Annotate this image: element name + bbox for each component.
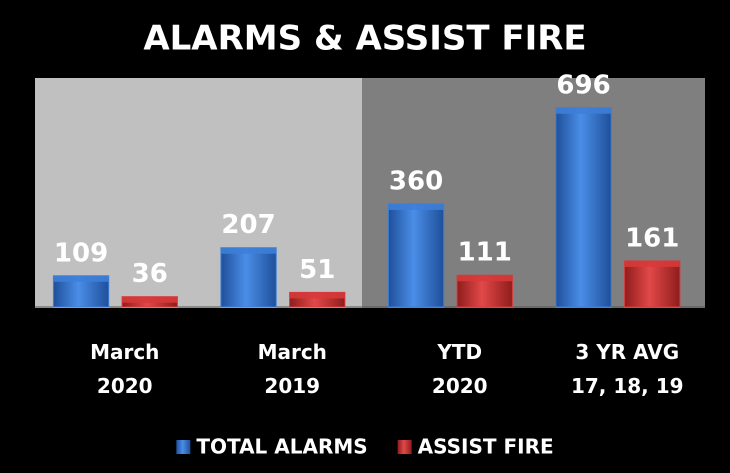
bar-top	[53, 275, 109, 282]
value-label: 161	[625, 223, 679, 253]
bar-top	[289, 292, 345, 299]
x-tick-label: March 2019	[257, 340, 327, 398]
bar-top	[457, 275, 513, 282]
value-label: 36	[132, 259, 168, 289]
bar	[555, 107, 612, 308]
bar-top	[624, 260, 680, 267]
x-tick-label: 3 YR AVG 17, 18, 19	[570, 340, 684, 398]
value-label: 111	[458, 238, 512, 268]
value-label: 51	[299, 255, 335, 285]
x-tick-label: YTD 2020	[431, 340, 488, 398]
bar	[387, 203, 445, 308]
bar-top	[555, 107, 612, 114]
x-tick-label: March 2020	[90, 340, 160, 398]
panel-light	[35, 78, 362, 308]
bar	[220, 247, 277, 308]
bar	[624, 260, 681, 308]
legend-swatch	[176, 440, 191, 454]
legend-swatch	[397, 440, 412, 454]
bar-top	[220, 247, 277, 254]
value-label: 109	[54, 238, 108, 268]
bar-top	[388, 203, 444, 210]
value-label: 360	[389, 166, 443, 196]
value-label: 207	[221, 210, 275, 240]
legend-label: TOTAL ALARMS	[196, 435, 367, 459]
bar-top	[122, 296, 178, 303]
value-label: 696	[556, 70, 610, 100]
chart-title: ALARMS & ASSIST FIRE	[143, 19, 586, 59]
legend-label: ASSIST FIRE	[418, 435, 554, 459]
